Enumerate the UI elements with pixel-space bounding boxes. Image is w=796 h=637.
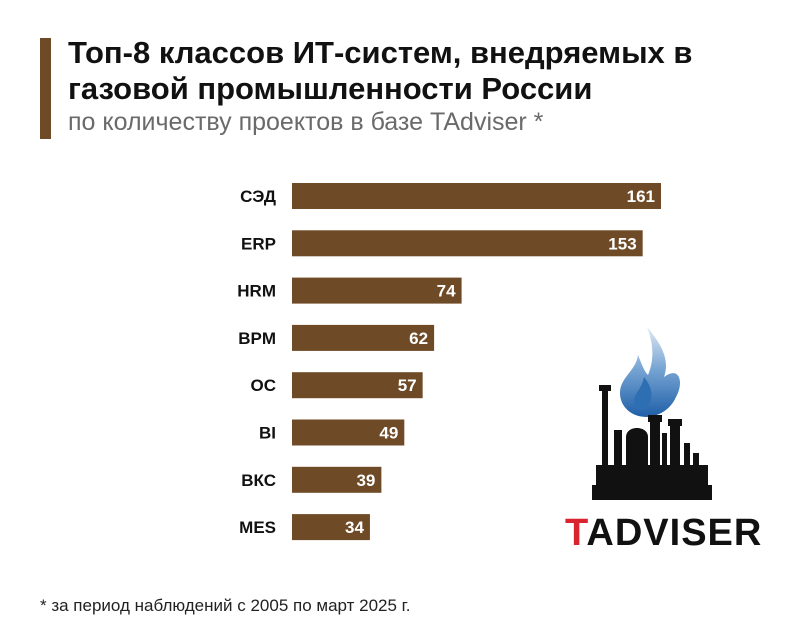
bar-0 <box>292 183 661 209</box>
category-label-5: BI <box>259 424 276 443</box>
category-label-0: СЭД <box>240 187 276 206</box>
category-label-7: MES <box>239 518 276 537</box>
bar-2 <box>292 277 462 304</box>
category-label-1: ERP <box>241 234 276 253</box>
value-label-1: 153 <box>608 234 636 253</box>
chart-title: Топ-8 классов ИТ-систем, внедряемых в га… <box>68 35 693 106</box>
value-label-0: 161 <box>627 187 655 206</box>
title-accent-bar <box>40 38 51 139</box>
category-label-3: BPM <box>238 329 276 348</box>
value-label-5: 49 <box>379 424 398 443</box>
chart-subtitle: по количеству проектов в базе TAdviser * <box>68 108 544 136</box>
bar-4 <box>292 372 423 399</box>
value-label-3: 62 <box>409 329 428 348</box>
value-label-7: 34 <box>345 518 364 537</box>
value-label-2: 74 <box>437 282 456 301</box>
bar-7 <box>292 514 370 541</box>
bar-6 <box>292 466 382 493</box>
category-label-2: HRM <box>237 282 276 301</box>
brand-first-letter: T <box>565 512 587 554</box>
bar-1 <box>292 230 643 257</box>
footnote: * за период наблюдений с 2005 по март 20… <box>40 596 411 615</box>
category-label-4: ОС <box>251 376 277 395</box>
bar-3 <box>292 324 435 351</box>
value-label-6: 39 <box>356 471 375 490</box>
brand-rest: ADVISER <box>586 512 763 554</box>
tadviser-logo-text: TADVISER <box>565 512 762 555</box>
category-label-6: ВКС <box>241 471 276 490</box>
bar-5 <box>292 419 405 446</box>
gas-plant-flame-icon <box>592 327 712 500</box>
value-label-4: 57 <box>398 376 417 395</box>
